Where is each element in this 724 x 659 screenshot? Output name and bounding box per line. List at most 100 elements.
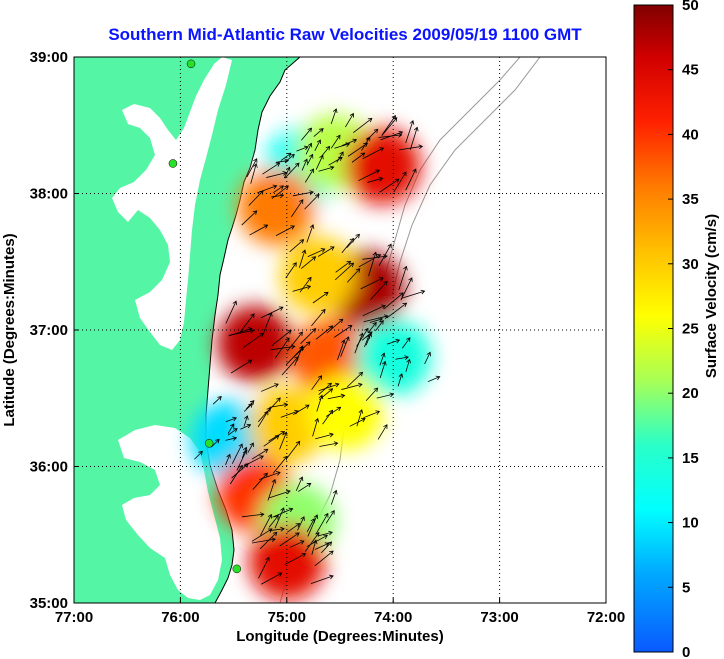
velocity-arrow-head	[271, 478, 277, 484]
velocity-arrow	[334, 143, 350, 149]
velocity-arrow	[250, 163, 257, 184]
velocity-arrow	[326, 318, 344, 334]
velocity-arrow-head	[198, 450, 203, 456]
velocity-arrow-head	[309, 153, 314, 159]
velocity-arrow-head	[238, 464, 243, 470]
velocity-arrow-head	[290, 153, 295, 159]
velocity-arrow	[304, 532, 320, 552]
velocity-arrow	[240, 424, 251, 430]
velocity-arrow	[301, 159, 308, 171]
velocity-arrow-head	[357, 382, 363, 388]
velocity-arrow-head	[413, 126, 419, 132]
velocity-arrow-head	[397, 132, 403, 138]
velocity-arrow	[225, 454, 231, 465]
velocity-arrow-head	[299, 540, 305, 545]
velocity-arrow-head	[259, 455, 264, 460]
velocity-arrow	[345, 113, 354, 128]
velocity-arrow	[271, 185, 289, 199]
velocity-arrow-head	[279, 185, 285, 190]
velocity-arrow-head	[426, 351, 431, 357]
velocity-arrow-head	[406, 358, 411, 364]
velocity-arrow-head	[383, 314, 389, 320]
velocity-arrow-head	[330, 509, 335, 515]
x-tick-label: 75:00	[268, 609, 306, 626]
y-axis-ticks: 35:00 36:00 37:00 38:00 39:00	[30, 49, 79, 612]
velocity-arrow	[347, 142, 368, 157]
velocity-arrow-head	[274, 435, 280, 440]
velocity-arrow	[243, 455, 264, 467]
velocity-arrow	[292, 191, 314, 197]
x-tick-label: 77:00	[55, 609, 93, 626]
velocity-arrow	[409, 127, 418, 150]
velocity-arrow-head	[298, 331, 303, 337]
velocity-arrow	[285, 262, 297, 279]
velocity-arrow-head	[263, 448, 269, 454]
velocity-arrow	[398, 266, 407, 291]
velocity-arrow-head	[340, 393, 346, 399]
velocity-arrow	[294, 345, 304, 366]
velocity-arrow-head	[387, 243, 392, 249]
velocity-arrow	[427, 376, 440, 383]
velocity-arrow-head	[295, 523, 301, 528]
velocity-arrow-head	[327, 541, 333, 546]
velocity-arrow-head	[364, 327, 369, 333]
velocity-arrow	[333, 325, 353, 338]
velocity-blob	[238, 169, 315, 246]
velocity-arrow-head	[352, 138, 358, 144]
x-tick-label: 74:00	[374, 609, 412, 626]
velocity-arrow	[272, 456, 288, 474]
velocity-arrow	[330, 108, 337, 124]
velocity-arrow-head	[345, 142, 351, 147]
velocity-arrow	[306, 154, 314, 166]
velocity-arrow-head	[264, 410, 269, 416]
velocity-arrow	[292, 285, 311, 292]
velocity-arrow-head	[329, 574, 334, 580]
velocity-arrow-head	[321, 308, 326, 314]
velocity-arrow-head	[303, 158, 308, 164]
x-tick-label: 76:00	[161, 609, 199, 626]
velocity-arrow	[318, 166, 334, 172]
velocity-arrow	[245, 400, 255, 410]
colorbar-tick-label: 25	[682, 321, 699, 338]
velocity-arrow	[271, 330, 292, 346]
colorbar-tick-label: 20	[682, 385, 699, 402]
colorbar-tick-label: 15	[682, 450, 699, 467]
velocity-arrow	[311, 375, 322, 390]
velocity-arrow	[313, 128, 324, 137]
velocity-arrow	[325, 406, 341, 417]
velocity-arrow-head	[272, 531, 278, 537]
velocity-arrow	[369, 318, 383, 323]
velocity-arrow	[225, 417, 237, 423]
velocity-arrow-head	[379, 147, 385, 152]
velocity-arrow	[225, 437, 237, 441]
colorbar-tick-label: 0	[682, 644, 690, 659]
velocity-arrow	[306, 224, 314, 243]
velocity-arrow	[292, 404, 310, 416]
velocity-arrow-head	[283, 402, 289, 408]
velocity-arrow-head	[250, 313, 255, 318]
velocity-arrow-head	[358, 371, 364, 377]
velocity-arrow	[225, 301, 237, 324]
velocity-arrow-head	[288, 507, 294, 513]
velocity-arrow	[287, 523, 300, 533]
velocity-arrow-head	[383, 254, 388, 259]
velocity-arrow-head	[292, 262, 297, 267]
velocity-arrow-head	[403, 265, 408, 271]
x-tick-label: 72:00	[587, 609, 625, 626]
velocity-arrow-head	[263, 472, 268, 478]
velocity-arrow-head	[232, 436, 238, 441]
velocity-arrow	[315, 325, 333, 340]
velocity-arrow	[284, 553, 306, 565]
velocity-arrow-head	[307, 142, 313, 148]
velocity-arrow-head	[336, 134, 341, 140]
velocity-arrow	[346, 234, 360, 249]
velocity-arrow-head	[284, 185, 289, 190]
velocity-arrow	[311, 540, 317, 555]
velocity-arrow	[307, 248, 325, 257]
velocity-arrow	[274, 507, 285, 529]
velocity-arrow-head	[286, 489, 291, 495]
grid-lines	[74, 57, 606, 603]
velocity-arrow	[376, 393, 394, 399]
colorbar	[633, 4, 674, 653]
velocity-arrow-head	[274, 514, 279, 520]
